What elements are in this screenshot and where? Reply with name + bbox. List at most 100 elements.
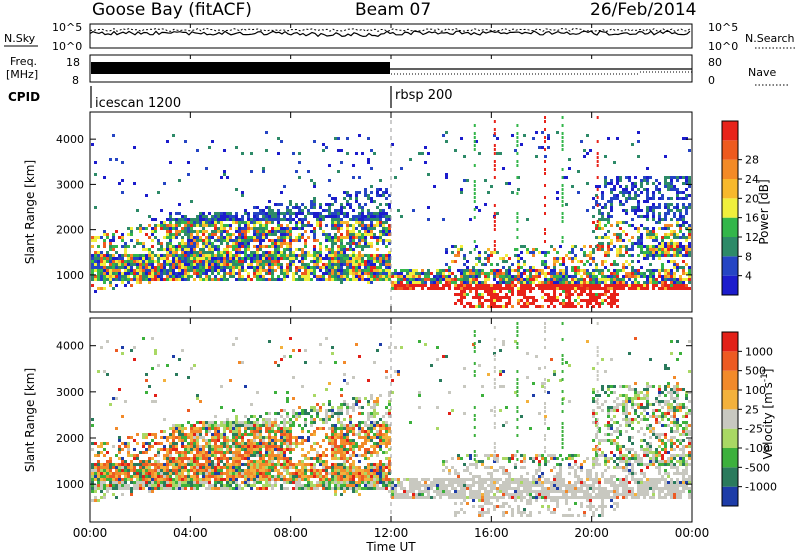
range-cell (136, 463, 139, 466)
range-cell (622, 245, 625, 248)
range-cell (163, 454, 166, 457)
range-cell (262, 439, 265, 442)
range-cell (310, 278, 313, 281)
range-cell (466, 266, 469, 269)
range-cell (367, 227, 370, 230)
range-cell (493, 240, 496, 243)
range-cell (496, 305, 499, 308)
range-cell (505, 281, 508, 284)
range-cell (334, 137, 337, 140)
range-cell (175, 436, 178, 439)
range-cell (436, 278, 439, 281)
range-cell (190, 236, 193, 239)
range-cell (325, 239, 328, 242)
range-cell (631, 260, 634, 263)
range-cell (667, 236, 670, 239)
range-cell (163, 236, 166, 239)
range-cell (265, 257, 268, 260)
range-cell (481, 293, 484, 296)
range-cell (322, 266, 325, 269)
range-cell (169, 266, 172, 269)
range-cell (670, 182, 673, 185)
range-cell (355, 263, 358, 266)
range-cell (250, 445, 253, 448)
range-cell (505, 272, 508, 275)
range-cell (352, 239, 355, 242)
range-cell (304, 466, 307, 469)
range-cell (172, 248, 175, 251)
range-cell (253, 230, 256, 233)
range-cell (178, 487, 181, 490)
range-cell (556, 251, 559, 254)
range-cell (211, 269, 214, 272)
range-cell (202, 230, 205, 233)
range-cell (598, 212, 601, 215)
range-cell (97, 463, 100, 466)
range-cell (253, 221, 256, 224)
range-cell (187, 248, 190, 251)
range-cell (436, 275, 439, 278)
range-cell (316, 475, 319, 478)
range-cell (634, 284, 637, 287)
range-cell (664, 215, 667, 218)
range-cell (583, 284, 586, 287)
range-cell (595, 263, 598, 266)
range-cell (178, 260, 181, 263)
range-cell (502, 257, 505, 260)
range-cell (130, 490, 133, 493)
range-cell (334, 266, 337, 269)
range-cell (571, 269, 574, 272)
range-cell (289, 227, 292, 230)
range-cell (271, 430, 274, 433)
range-cell (688, 194, 691, 197)
range-cell (280, 230, 283, 233)
range-cell (136, 457, 139, 460)
range-cell (646, 287, 649, 290)
range-cell (493, 284, 496, 287)
range-cell (322, 215, 325, 218)
range-cell (199, 269, 202, 272)
range-cell (202, 445, 205, 448)
range-cell (346, 236, 349, 239)
range-cell (259, 472, 262, 475)
range-cell (172, 266, 175, 269)
range-cell (331, 412, 334, 415)
range-cell (226, 212, 229, 215)
range-cell (151, 400, 154, 403)
range-cell (319, 472, 322, 475)
range-cell (289, 439, 292, 442)
range-cell (514, 248, 517, 251)
range-cell (184, 448, 187, 451)
range-cell (148, 269, 151, 272)
range-cell (637, 242, 640, 245)
range-cell (265, 224, 268, 227)
range-cell (181, 349, 184, 352)
range-cell (367, 272, 370, 275)
range-cell (469, 275, 472, 278)
range-cell (103, 272, 106, 275)
range-cell (133, 448, 136, 451)
range-cell (187, 173, 190, 176)
range-cell (211, 469, 214, 472)
range-cell (646, 227, 649, 230)
range-cell (232, 481, 235, 484)
range-cell (256, 248, 259, 251)
range-cell (568, 158, 571, 161)
range-cell (301, 454, 304, 457)
range-cell (310, 415, 313, 418)
range-cell (304, 439, 307, 442)
range-cell (277, 469, 280, 472)
range-cell (655, 278, 658, 281)
range-cell (259, 266, 262, 269)
range-cell (295, 475, 298, 478)
range-cell (652, 284, 655, 287)
range-cell (604, 185, 607, 188)
range-cell (286, 254, 289, 257)
range-cell (355, 242, 358, 245)
range-cell (473, 180, 476, 183)
range-cell (634, 272, 637, 275)
range-cell (349, 266, 352, 269)
range-cell (547, 278, 550, 281)
range-cell (391, 287, 394, 290)
range-cell (223, 215, 226, 218)
